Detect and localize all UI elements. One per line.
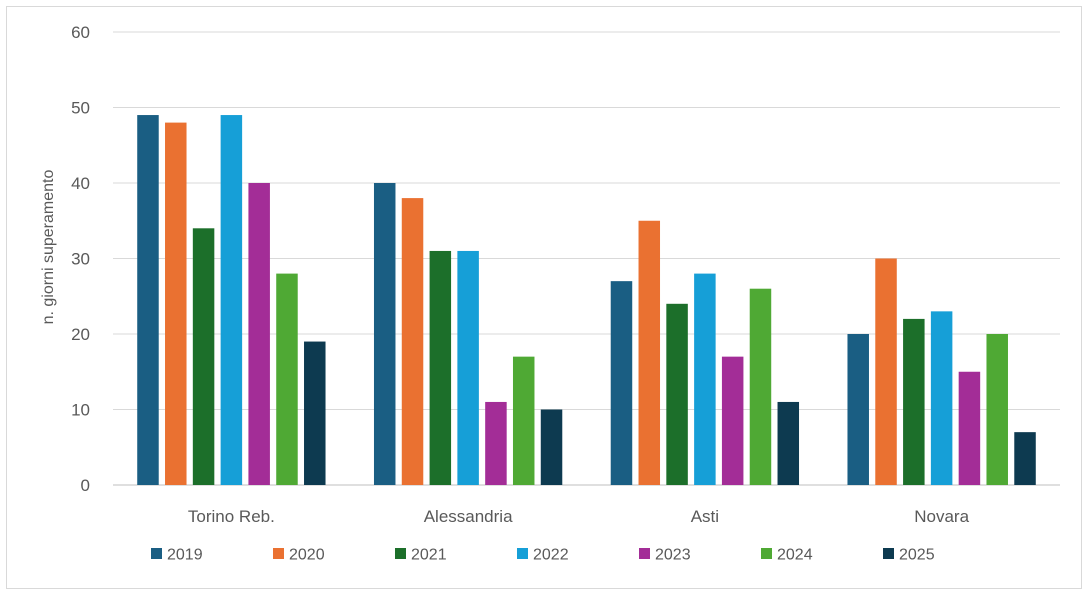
- x-tick-label: Novara: [914, 507, 969, 526]
- bar-2023-0: [248, 183, 270, 485]
- x-tick-label: Alessandria: [424, 507, 513, 526]
- y-tick-label: 50: [71, 99, 90, 118]
- legend-label-2022: 2022: [533, 547, 569, 564]
- bar-2022-2: [694, 273, 716, 485]
- bar-2021-2: [666, 303, 688, 485]
- gridlines: [113, 31, 1060, 486]
- y-tick-label: 20: [71, 325, 90, 344]
- bar-2021-0: [192, 228, 215, 486]
- y-tick-label: 10: [71, 401, 90, 420]
- legend-label-2023: 2023: [655, 547, 691, 564]
- bar-2025-0: [304, 341, 326, 485]
- bar-2021-3: [903, 318, 925, 485]
- bar-2024-2: [749, 288, 772, 485]
- legend-label-2025: 2025: [899, 547, 935, 564]
- bar-2019-1: [373, 183, 396, 485]
- bar-2019-2: [610, 281, 633, 485]
- x-tick-label: Asti: [691, 507, 719, 526]
- bar-2024-1: [512, 356, 535, 485]
- y-axis-ticks: 0 10 20 30 40 50 60: [71, 23, 90, 495]
- legend-swatch-2020: [273, 548, 284, 559]
- bar-2025-2: [777, 401, 800, 485]
- bar-2022-3: [930, 311, 953, 485]
- bar-2023-2: [721, 356, 744, 485]
- bar-2020-0: [165, 122, 187, 485]
- bar-2023-1: [485, 401, 507, 485]
- bar-2020-3: [875, 258, 897, 485]
- bar-2020-2: [638, 220, 661, 485]
- legend: 2019 2020 2021 2022 2023 2024 2025: [151, 547, 935, 564]
- y-axis-title: n. giorni superamento: [40, 170, 57, 325]
- bar-2023-3: [958, 371, 981, 485]
- legend-label-2021: 2021: [411, 547, 447, 564]
- legend-label-2020: 2020: [289, 547, 325, 564]
- legend-swatch-2022: [517, 548, 528, 559]
- bar-2022-1: [457, 250, 479, 485]
- legend-swatch-2019: [151, 548, 162, 559]
- bar-2025-1: [540, 409, 563, 485]
- bar-2020-1: [401, 198, 424, 485]
- y-tick-label: 60: [71, 23, 90, 42]
- legend-swatch-2024: [761, 548, 772, 559]
- bar-2019-3: [847, 334, 869, 485]
- bar-2024-3: [986, 334, 1008, 485]
- x-tick-label: Torino Reb.: [188, 507, 275, 526]
- bar-2021-1: [429, 250, 452, 485]
- legend-label-2024: 2024: [777, 547, 813, 564]
- legend-swatch-2025: [883, 548, 894, 559]
- x-axis-ticks: Torino Reb. Alessandria Asti Novara: [188, 507, 970, 526]
- legend-swatch-2023: [639, 548, 650, 559]
- y-tick-label: 30: [71, 250, 90, 269]
- y-tick-label: 40: [71, 174, 90, 193]
- y-tick-label: 0: [81, 476, 90, 495]
- bar-2024-0: [276, 273, 298, 485]
- legend-label-2019: 2019: [167, 547, 203, 564]
- bar-2022-0: [220, 115, 243, 486]
- bar-2025-3: [1014, 432, 1036, 485]
- bar-2019-0: [137, 115, 159, 486]
- bars: [137, 115, 1036, 486]
- legend-swatch-2021: [395, 548, 406, 559]
